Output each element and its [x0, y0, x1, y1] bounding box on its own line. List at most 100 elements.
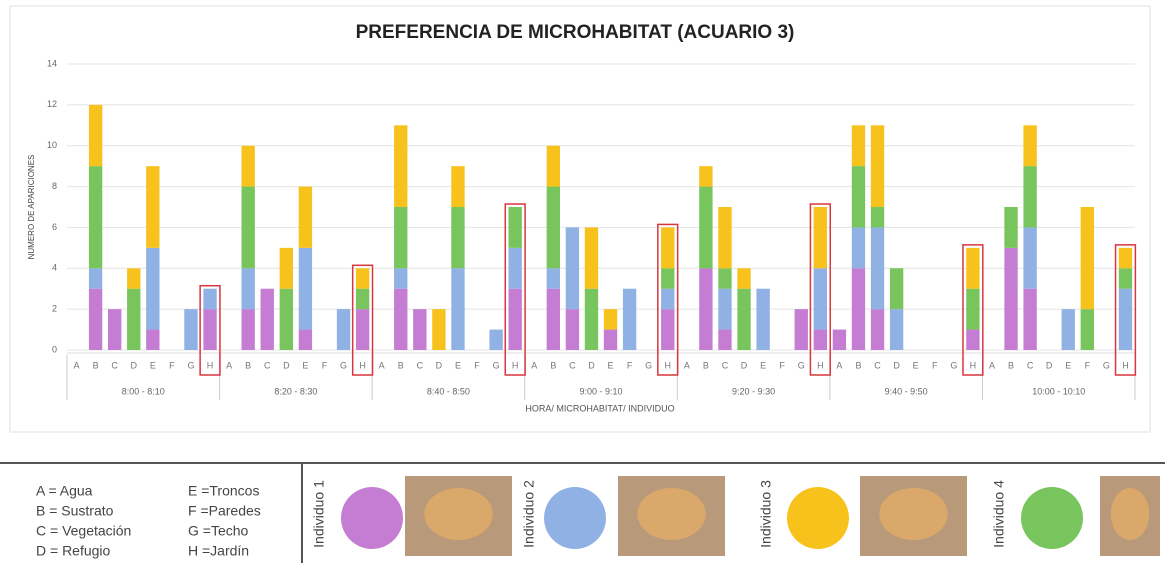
bar-segment	[489, 330, 502, 350]
x-tick-label: D	[131, 360, 138, 370]
x-tick-label: G	[340, 360, 347, 370]
bar-segment	[394, 207, 407, 268]
legend-swatch	[787, 487, 849, 549]
key-entry: F =Paredes	[188, 503, 261, 519]
key-entry: E =Troncos	[188, 483, 259, 499]
bar-segment	[814, 268, 827, 329]
x-tick-label: D	[741, 360, 748, 370]
bar-segment	[737, 289, 750, 350]
bar-segment	[280, 289, 293, 350]
bar-segment	[394, 268, 407, 288]
photo-frog	[637, 488, 705, 540]
key-entry: B = Sustrato	[36, 503, 114, 519]
x-tick-label: F	[474, 360, 480, 370]
bar-segment	[1023, 227, 1036, 288]
bar-segment	[890, 309, 903, 350]
bar-segment	[1023, 289, 1036, 350]
y-tick-label: 4	[52, 263, 57, 273]
group-label: 9:40 - 9:50	[885, 386, 928, 396]
x-tick-label: B	[855, 360, 861, 370]
bar-segment	[547, 289, 560, 350]
x-tick-label: E	[608, 360, 614, 370]
x-tick-label: C	[1027, 360, 1034, 370]
x-tick-label: H	[1122, 360, 1129, 370]
x-tick-label: A	[379, 360, 385, 370]
legend-label: Individuo 2	[521, 480, 537, 548]
group-label: 8:20 - 8:30	[274, 386, 317, 396]
bar-segment	[852, 268, 865, 350]
bar-segment	[814, 330, 827, 350]
key-entry: C = Vegetación	[36, 523, 131, 539]
legend-swatch	[1021, 487, 1083, 549]
x-tick-label: E	[150, 360, 156, 370]
bar-segment	[547, 146, 560, 187]
x-tick-label: B	[93, 360, 99, 370]
x-tick-label: H	[970, 360, 977, 370]
group-label: 9:00 - 9:10	[579, 386, 622, 396]
bar-segment	[509, 289, 522, 350]
chart-frame	[10, 6, 1150, 432]
bar-segment	[871, 125, 884, 207]
bar-segment	[661, 268, 674, 288]
bar-segment	[871, 207, 884, 227]
bar-segment	[1081, 309, 1094, 350]
y-tick-label: 10	[47, 140, 57, 150]
x-tick-label: A	[531, 360, 537, 370]
key-entry: D = Refugio	[36, 543, 111, 559]
y-axis-label: NUMERO DE APARICIONES	[27, 155, 36, 260]
x-tick-label: H	[665, 360, 672, 370]
y-tick-label: 8	[52, 181, 57, 191]
chart-title: PREFERENCIA DE MICROHABITAT (ACUARIO 3)	[356, 22, 795, 43]
bar-segment	[509, 207, 522, 248]
bar-segment	[337, 309, 350, 350]
bar-segment	[661, 309, 674, 350]
bar-segment	[280, 248, 293, 289]
bar-segment	[1119, 289, 1132, 350]
x-tick-label: G	[1103, 360, 1110, 370]
bar-segment	[547, 187, 560, 269]
photo-frog	[879, 488, 947, 540]
y-tick-label: 0	[52, 344, 57, 354]
x-tick-label: D	[1046, 360, 1053, 370]
group-label: 8:40 - 8:50	[427, 386, 470, 396]
bar-segment	[261, 289, 274, 350]
bar-segment	[203, 289, 216, 309]
bar-segment	[1119, 248, 1132, 268]
key-entry: A = Agua	[36, 483, 93, 499]
bar-segment	[566, 309, 579, 350]
bar-segment	[699, 166, 712, 186]
x-tick-label: E	[455, 360, 461, 370]
bar-segment	[451, 207, 464, 268]
x-tick-label: H	[207, 360, 214, 370]
y-tick-label: 6	[52, 222, 57, 232]
x-tick-label: F	[932, 360, 938, 370]
bar-segment	[108, 309, 121, 350]
bar-segment	[1004, 207, 1017, 248]
key-entry: H =Jardín	[188, 543, 249, 559]
bar-segment	[1023, 166, 1036, 227]
group-label: 8:00 - 8:10	[122, 386, 165, 396]
bar-segment	[89, 268, 102, 288]
x-tick-label: E	[1065, 360, 1071, 370]
bar-segment	[814, 207, 827, 268]
bar-segment	[966, 289, 979, 330]
x-tick-label: F	[169, 360, 175, 370]
bar-segment	[184, 309, 197, 350]
bar-segment	[451, 268, 464, 350]
x-tick-label: C	[722, 360, 729, 370]
x-axis-label: HORA/ MICROHABITAT/ INDIVIDUO	[525, 403, 674, 413]
bar-segment	[890, 268, 903, 309]
bar-segment	[661, 289, 674, 309]
bar-segment	[394, 289, 407, 350]
bar-segment	[1004, 248, 1017, 350]
bar-segment	[718, 289, 731, 330]
bar-segment	[795, 309, 808, 350]
bar-segment	[699, 187, 712, 269]
bar-segment	[1023, 125, 1036, 166]
bar-segment	[127, 289, 140, 350]
y-tick-label: 14	[47, 58, 57, 68]
x-tick-label: F	[1085, 360, 1091, 370]
chart: PREFERENCIA DE MICROHABITAT (ACUARIO 3) …	[0, 0, 1165, 563]
bar-segment	[394, 125, 407, 207]
x-tick-label: E	[913, 360, 919, 370]
